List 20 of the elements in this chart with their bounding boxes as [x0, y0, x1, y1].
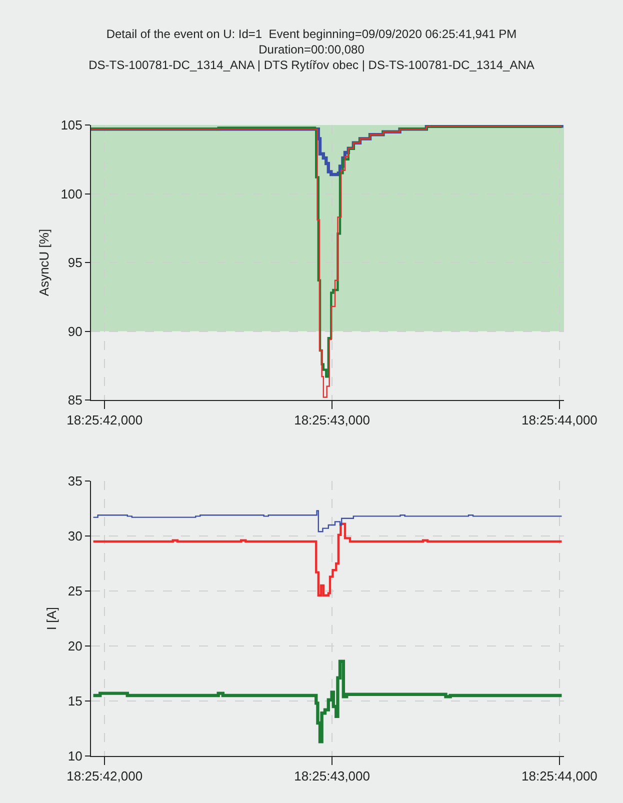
y-tick-label: 10	[68, 748, 82, 764]
y-tick-label: 20	[68, 638, 82, 654]
x-tick-label: 18:25:42,000	[66, 768, 143, 784]
y-tick-label: 95	[68, 255, 82, 270]
y-tick-label: 25	[68, 584, 82, 599]
x-tick-label: 18:25:44,000	[521, 768, 598, 784]
y-tick-label: 90	[68, 324, 82, 339]
x-tick-label: 18:25:44,000	[521, 412, 598, 428]
y-axis-title: AsyncU [%]	[36, 228, 52, 296]
x-tick-label: 18:25:42,000	[66, 412, 143, 428]
chart-title: Detail of the event on U: Id=1 Event beginning=09/09/2020 06:25:41,941 PM Duration=00:00,080 DS-TS-100781-DC_1314_ANA | DTS Rytířov obec | DS-TS-100781-DC_1314_ANA	[88, 27, 534, 72]
y-axis-title: I [A]	[44, 606, 59, 630]
x-tick-label: 18:25:43,000	[294, 412, 370, 428]
y-tick-label: 100	[60, 186, 82, 202]
y-tick-label: 35	[68, 474, 82, 489]
x-tick-label: 18:25:43,000	[294, 768, 370, 784]
y-tick-label: 85	[68, 392, 82, 408]
y-tick-label: 105	[60, 118, 82, 133]
y-tick-label: 15	[68, 694, 82, 709]
y-tick-label: 30	[68, 528, 82, 544]
